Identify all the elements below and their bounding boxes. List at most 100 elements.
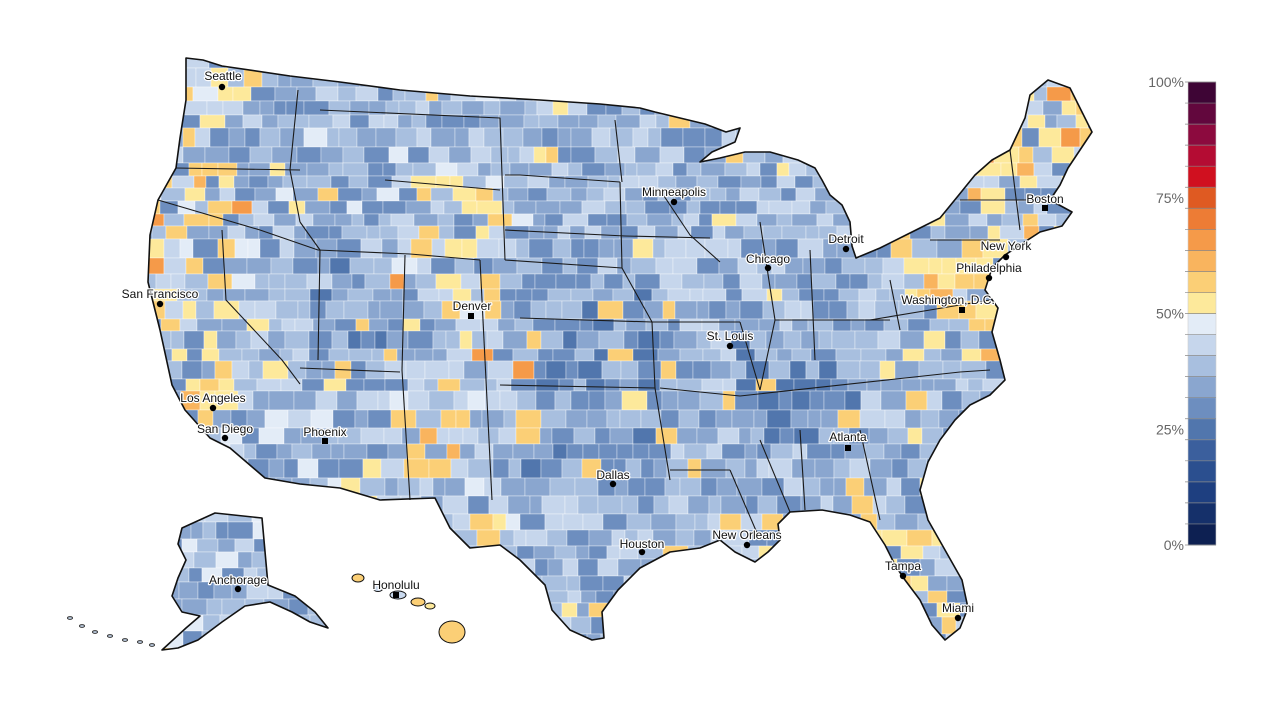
- county-cell: [434, 318, 457, 332]
- county-cell: [337, 187, 363, 202]
- county-cell: [177, 200, 196, 215]
- county-cell: [276, 443, 293, 460]
- county-cell: [269, 521, 286, 540]
- county-cell: [575, 545, 590, 560]
- county-cell: [963, 458, 977, 479]
- county-cell: [1069, 288, 1084, 302]
- county-cell: [984, 318, 1008, 332]
- legend-bin: [1188, 523, 1216, 546]
- city-chicago: Chicago: [745, 251, 792, 272]
- county-cell: [980, 86, 1004, 102]
- county-cell: [244, 288, 270, 302]
- county-cell: [315, 390, 338, 411]
- legend-bin: [1188, 103, 1216, 125]
- county-cell: [1029, 458, 1048, 479]
- county-cell: [325, 300, 345, 320]
- county-cell: [475, 86, 500, 102]
- county-cell: [818, 513, 842, 531]
- county-cell: [1046, 67, 1068, 88]
- county-cell: [207, 200, 233, 215]
- county-cell: [361, 187, 378, 202]
- county-cell: [489, 633, 508, 640]
- county-cell: [604, 162, 626, 177]
- state-border: [401, 254, 406, 371]
- county-cell: [382, 200, 407, 215]
- county-cell: [667, 318, 681, 332]
- county-cell: [561, 458, 583, 479]
- county-cell: [927, 495, 948, 515]
- county-cell: [552, 348, 576, 362]
- county-cell: [432, 590, 451, 604]
- county-cell: [211, 458, 237, 479]
- county-cell: [516, 558, 536, 577]
- county-cell: [938, 58, 963, 69]
- county-cell: [546, 86, 564, 102]
- county-cell: [926, 200, 945, 215]
- city-square-marker: [959, 307, 965, 313]
- county-cell: [1000, 513, 1014, 531]
- island-shape: [351, 573, 365, 583]
- county-cell: [338, 458, 364, 479]
- county-cell: [1076, 602, 1092, 618]
- county-cell: [513, 300, 532, 320]
- city-dot-marker: [156, 300, 164, 308]
- county-cell: [919, 127, 940, 148]
- county-cell: [341, 225, 368, 240]
- county-cell: [960, 330, 980, 350]
- county-cell: [762, 67, 784, 88]
- county-cell: [1053, 495, 1073, 515]
- county-cell: [569, 225, 586, 240]
- county-cell: [739, 300, 764, 320]
- county-cell: [148, 100, 164, 116]
- county-cell: [801, 590, 824, 604]
- county-cell: [672, 162, 688, 177]
- county-cell: [453, 213, 474, 227]
- county-cell: [699, 200, 721, 215]
- county-cell: [527, 175, 550, 189]
- county-cell: [148, 360, 159, 380]
- county-cell: [258, 427, 285, 445]
- county-cell: [1046, 86, 1072, 102]
- county-cell: [305, 225, 330, 240]
- county-cell: [1003, 330, 1020, 350]
- county-cell: [533, 545, 556, 560]
- city-denver: Denver: [451, 298, 493, 319]
- county-cell: [776, 175, 796, 189]
- county-cell: [470, 146, 492, 164]
- county-cell: [958, 409, 972, 429]
- county-cell: [328, 513, 355, 531]
- county-cell: [991, 495, 1017, 515]
- county-cell: [204, 146, 230, 164]
- county-cell: [213, 647, 234, 650]
- legend-tick-label: 25%: [1156, 421, 1184, 437]
- county-cell: [148, 513, 160, 531]
- county-cell: [531, 602, 545, 618]
- county-cell: [430, 127, 456, 148]
- county-cell: [1090, 86, 1092, 102]
- county-cell: [148, 348, 158, 362]
- county-cell: [1021, 390, 1036, 411]
- state-border: [319, 109, 506, 261]
- county-cell: [968, 318, 986, 332]
- county-cell: [507, 146, 521, 164]
- county-cell: [493, 616, 507, 635]
- county-cell: [397, 558, 417, 577]
- county-cell: [256, 378, 282, 392]
- county-cell: [604, 200, 627, 215]
- county-cell: [706, 443, 723, 460]
- county-cell: [507, 187, 529, 202]
- county-cell: [981, 127, 1006, 148]
- city-label: New Orleans: [712, 528, 781, 542]
- county-cell: [717, 427, 740, 445]
- county-cell: [323, 378, 347, 392]
- county-cell: [892, 590, 916, 604]
- county-cell: [402, 300, 425, 320]
- county-cell: [1033, 162, 1053, 177]
- county-cell: [155, 127, 169, 148]
- county-cell: [588, 390, 606, 411]
- county-cell: [312, 67, 339, 88]
- county-cell: [574, 477, 599, 497]
- island-shape: [424, 602, 436, 610]
- county-cell: [983, 175, 1000, 189]
- county-cell: [170, 86, 194, 102]
